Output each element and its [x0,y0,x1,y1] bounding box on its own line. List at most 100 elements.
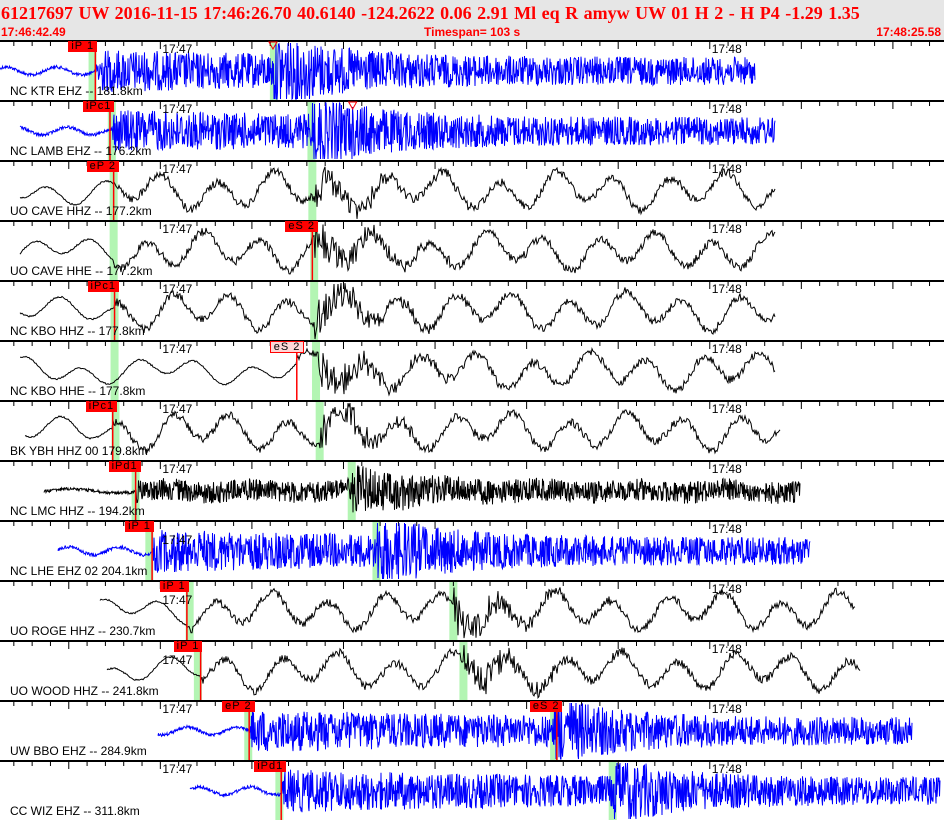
seismogram-trace [19,166,776,219]
waveform-panels[interactable]: iP 1 17:47 17:48 NC KTR EHZ -- 181.8km iPc1 1… [0,40,944,820]
seismogram-trace [57,522,811,580]
channel-label: UO WOOD HHZ -- 241.8km [10,684,159,698]
theoretical-arrival-marker [107,101,116,160]
pick-flag[interactable]: iPc1 [87,281,119,292]
time-label: 17:47 [162,42,193,56]
channel-label: NC LAMB EHZ -- 176.2km [10,144,152,158]
trace-panel[interactable]: iP 1 17:47 17:48 UO WOOD HHZ -- 241.8km [0,640,944,700]
channel-label: CC WIZ EHZ -- 311.8km [10,804,140,818]
time-label: 17:48 [711,582,742,596]
theoretical-arrival-marker [310,281,319,340]
pick-flag[interactable]: eP 2 [86,161,120,172]
trace-panel[interactable]: eS 2 17:47 17:48 NC KBO HHE -- 177.8km [0,340,944,400]
time-label: 17:47 [162,402,193,416]
trace-panel[interactable]: iPc1 17:47 17:48 NC KBO HHZ -- 177.8km [0,280,944,340]
theoretical-arrival-marker [307,101,316,160]
waveform-canvas[interactable] [0,700,944,762]
seismogram-trace [157,702,913,760]
seismogram-trace [19,282,776,340]
s-arrival-triangle-icon [268,41,278,51]
pick-flag[interactable]: iP 1 [159,581,189,592]
waveform-canvas[interactable] [0,460,944,522]
s-arrival-triangle-icon [347,101,358,111]
trace-panel[interactable]: iPc1 17:47 17:48 NC LAMB EHZ -- 176.2km [0,100,944,160]
time-label: 17:48 [711,42,742,56]
trace-panel[interactable]: eP 2 17:47 17:48 UO CAVE HHZ -- 177.2km [0,160,944,220]
trace-panel[interactable]: iP 1 17:47 17:48 UO ROGE HHZ -- 230.7km [0,580,944,640]
seismogram-trace [24,402,781,455]
pick-flag[interactable]: eS 2 [285,221,318,232]
theoretical-arrival-marker [88,41,97,100]
pick-flag[interactable]: eS 2 [529,701,563,712]
pick-flag[interactable]: iP 1 [68,41,98,52]
time-label: 17:48 [711,642,742,656]
channel-label: UW BBO EHZ -- 284.9km [10,744,147,758]
time-label: 17:47 [162,702,193,716]
seismogram-trace [20,347,776,397]
channel-label: NC LHE EHZ 02 204.1km [10,564,148,578]
pick-flag[interactable]: eP 2 [222,701,255,712]
trace-panel[interactable]: iPc1 17:47 17:48 BK YBH HHZ 00 179.8km [0,400,944,460]
seismogram-trace [19,101,776,160]
channel-label: UO ROGE HHZ -- 230.7km [10,624,156,638]
time-label: 17:48 [711,402,742,416]
trace-panel[interactable]: iPd1 17:47 17:48 NC LMC HHZ -- 194.2km [0,460,944,520]
channel-label: NC KBO HHE -- 177.8km [10,384,146,398]
pick-flag[interactable]: iPc1 [85,401,118,412]
theoretical-arrival-marker [145,521,154,580]
trace-panel[interactable]: eS 2 17:47 17:48 UO CAVE HHE -- 177.2km [0,220,944,280]
time-label: 17:47 [162,222,193,236]
trace-panel[interactable]: iP 1 17:47 17:48 NC KTR EHZ -- 181.8km [0,40,944,102]
pick-flag[interactable]: iPc1 [82,101,115,112]
channel-label: UO CAVE HHE -- 177.2km [10,264,153,278]
theoretical-arrival-marker [193,641,202,700]
waveform-canvas[interactable] [0,580,944,642]
channel-label: BK YBH HHZ 00 179.8km [10,444,148,458]
channel-label: UO CAVE HHZ -- 177.2km [10,204,152,218]
timespan: Timespan= 103 s [424,25,521,39]
pick-flag[interactable]: iPd1 [108,461,141,472]
time-label: 17:48 [711,342,742,356]
time-label: 17:47 [162,593,193,607]
theoretical-arrival-marker [312,341,321,400]
waveform-canvas[interactable] [0,340,944,402]
theoretical-arrival-marker [185,581,194,640]
pick-flag[interactable]: iPd1 [254,761,287,772]
theoretical-arrival-marker [109,221,118,280]
time-label: 17:47 [162,102,193,116]
time-label: 17:48 [711,282,742,296]
seismogram-trace [0,42,756,101]
time-label: 17:47 [162,653,193,667]
trace-panel[interactable]: iPd1 17:47 17:48 CC WIZ EHZ -- 311.8km [0,760,944,820]
channel-label: NC LMC HHZ -- 194.2km [10,504,145,518]
time-label: 17:47 [162,762,193,776]
time-label: 17:48 [711,762,742,776]
seismogram-trace [19,224,776,275]
theoretical-arrival-marker [111,401,120,460]
time-label: 17:48 [711,522,742,536]
theoretical-arrival-marker [449,581,458,640]
trace-panel[interactable]: eP 2 eS 2 17:47 17:48 UW BBO EHZ -- 284.9km [0,700,944,760]
time-label: 17:48 [711,702,742,716]
trace-panel[interactable]: iP 1 17:47 17:48 NC LHE EHZ 02 204.1km [0,520,944,580]
pick-flag[interactable]: iP 1 [173,641,203,652]
waveform-canvas[interactable] [0,400,944,462]
pick-flag[interactable]: iP 1 [125,521,154,532]
waveform-canvas[interactable] [0,220,944,282]
theoretical-arrival-marker [110,341,119,400]
seismogram-trace [43,465,801,513]
end-time: 17:48:25.58 [876,25,941,39]
event-summary: 61217697 UW 2016-11-15 17:46:26.70 40.61… [1,3,860,23]
pick-flag[interactable]: eS 2 [269,341,305,353]
theoretical-arrival-marker [315,401,324,460]
waveform-canvas[interactable] [0,40,944,102]
time-label: 17:47 [162,462,193,476]
channel-label: NC KBO HHZ -- 177.8km [10,324,145,338]
time-label: 17:48 [711,102,742,116]
theoretical-arrival-marker [459,641,468,700]
theoretical-arrival-marker [308,161,317,220]
time-label: 17:47 [162,282,193,296]
seismogram-trace [99,587,856,639]
waveform-canvas[interactable] [0,760,944,822]
time-label: 17:47 [162,162,193,176]
